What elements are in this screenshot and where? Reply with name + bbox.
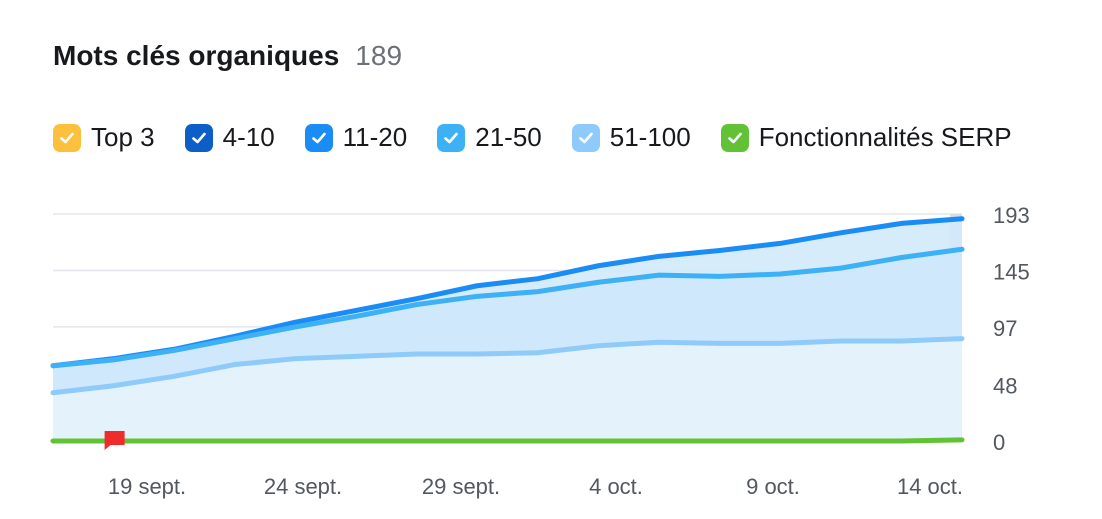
series-line[interactable]	[50, 437, 965, 444]
widget-header: Mots clés organiques 189	[53, 40, 402, 72]
legend-item-top3[interactable]: Top 3	[53, 122, 155, 153]
series-line[interactable]	[50, 246, 965, 369]
checkbox-icon[interactable]	[571, 123, 600, 152]
keywords-area-chart[interactable]: 0 48 97 145 193 19 sept. 24 sept. 29 sept. 4 oc…	[0, 190, 1102, 510]
series-area	[53, 338, 962, 441]
y-tick-label: 97	[993, 316, 1017, 341]
legend-label: 4-10	[222, 122, 275, 152]
legend: Top 3 4-10 11-20 21-50 51-100 Fonctionna…	[53, 122, 1012, 153]
legend-label: Fonctionnalités SERP	[758, 122, 1012, 152]
legend-item-21-50[interactable]: 21-50	[437, 122, 542, 153]
checkbox-icon[interactable]	[304, 123, 333, 152]
keyword-count: 189	[355, 40, 403, 71]
y-tick-label: 145	[993, 259, 1030, 284]
flag-icon[interactable]	[104, 431, 125, 450]
legend-label: 51-100	[609, 122, 691, 152]
legend-label: 21-50	[475, 122, 542, 152]
checkbox-icon[interactable]	[437, 123, 466, 152]
legend-label: Top 3	[91, 122, 155, 152]
legend-item-4-10[interactable]: 4-10	[184, 122, 275, 153]
y-tick-label: 48	[993, 374, 1017, 399]
legend-item-11-20[interactable]: 11-20	[304, 122, 408, 153]
x-tick-label: 24 sept.	[264, 474, 342, 499]
legend-item-serp-features[interactable]: Fonctionnalités SERP	[720, 122, 1012, 153]
x-tick-label: 4 oct.	[589, 474, 643, 499]
x-tick-label: 29 sept.	[422, 474, 500, 499]
y-tick-label: 193	[993, 203, 1030, 228]
x-tick-label: 19 sept.	[108, 474, 186, 499]
x-tick-label: 9 oct.	[746, 474, 800, 499]
legend-item-51-100[interactable]: 51-100	[571, 122, 691, 153]
x-tick-label: 14 oct.	[897, 474, 963, 499]
checkbox-icon[interactable]	[184, 123, 213, 152]
y-tick-label: 0	[993, 430, 1005, 455]
series-line[interactable]	[50, 336, 965, 396]
checkbox-icon[interactable]	[720, 123, 749, 152]
legend-label: 11-20	[342, 122, 408, 152]
checkbox-icon[interactable]	[53, 123, 81, 152]
widget-title: Mots clés organiques	[53, 40, 340, 71]
